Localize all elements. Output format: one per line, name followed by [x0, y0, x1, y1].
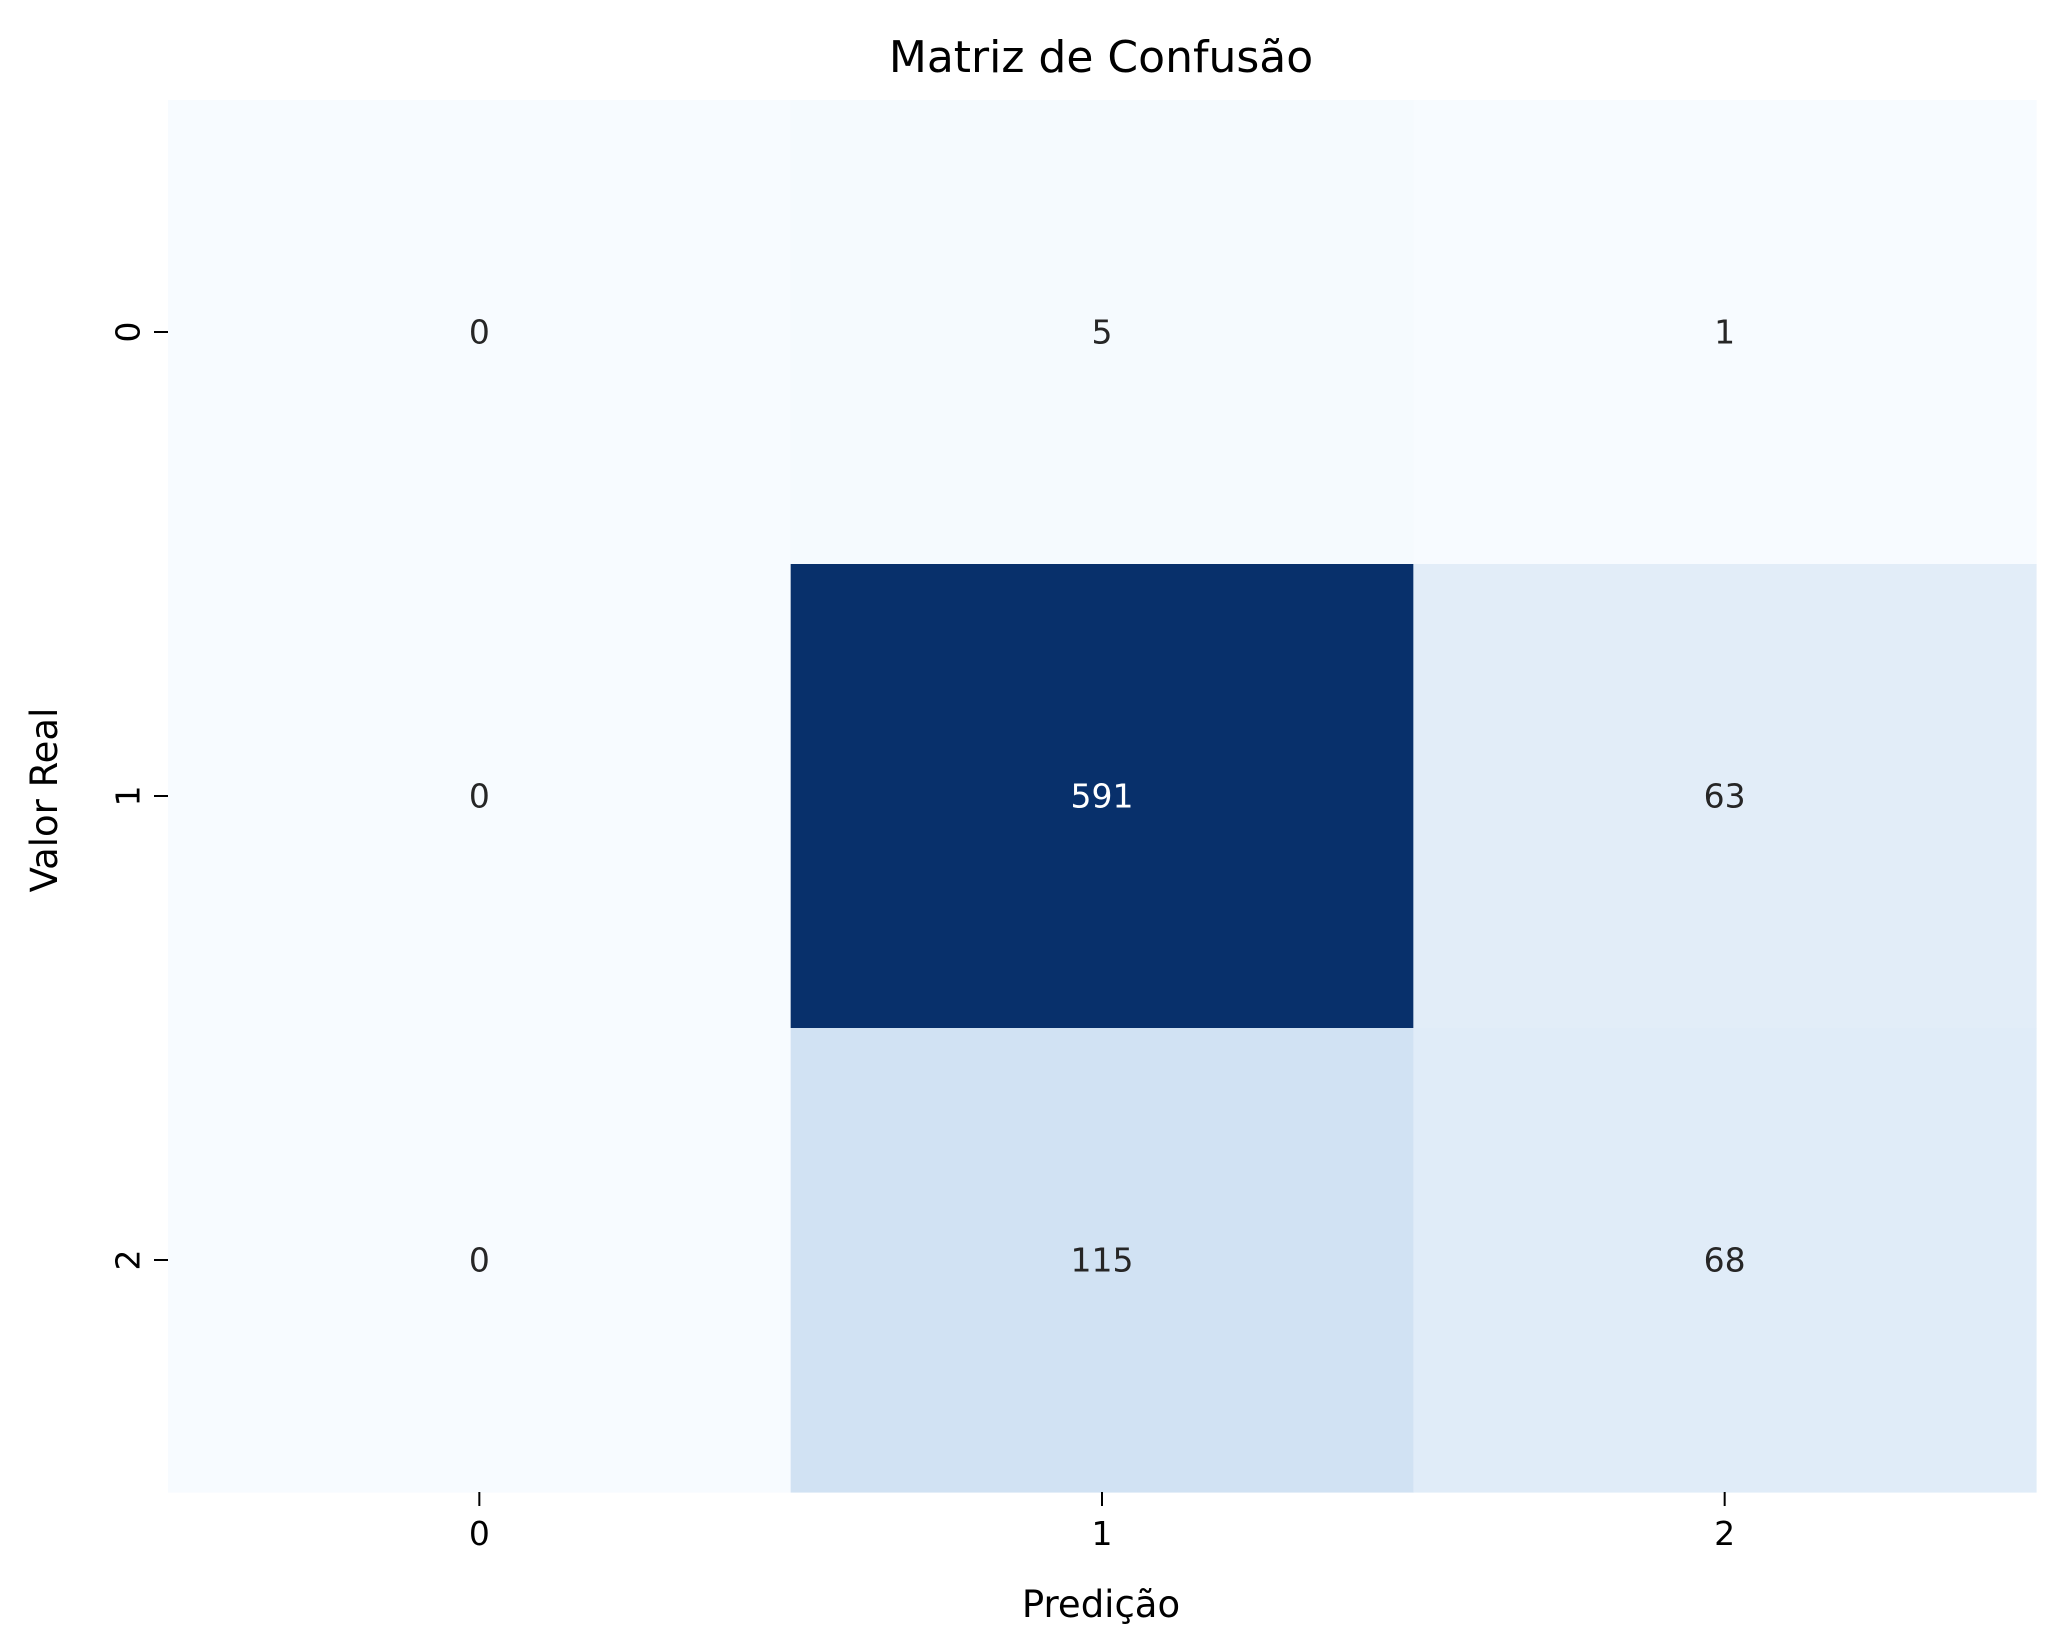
x-axis-ticks: 0 1 2	[469, 1492, 1735, 1553]
cell-value-2-2: 68	[1704, 1241, 1746, 1280]
heatmap-cell-0-0	[168, 100, 792, 565]
heatmap-cell-1-1	[790, 564, 1414, 1029]
y-axis-ticks: 0 1 2	[109, 322, 168, 1271]
x-tick-label-2: 2	[1714, 1514, 1735, 1553]
cell-value-0-0: 0	[469, 313, 490, 352]
heatmap-cell-0-2	[1413, 100, 2037, 565]
y-axis-label: Valor Real	[23, 708, 66, 893]
chart-title: Matriz de Confusão	[889, 32, 1313, 83]
heatmap-cell-2-2	[1413, 1028, 2037, 1493]
heatmap-cell-0-1	[790, 100, 1414, 565]
heatmap-cells	[168, 100, 2037, 1493]
cell-value-0-1: 5	[1092, 313, 1113, 352]
heatmap-cell-1-2	[1413, 564, 2037, 1029]
cell-value-1-1: 591	[1071, 777, 1134, 816]
x-tick-label-1: 1	[1092, 1514, 1113, 1553]
cell-value-0-2: 1	[1714, 313, 1735, 352]
cell-value-1-0: 0	[469, 777, 490, 816]
y-tick-label-0: 0	[109, 322, 148, 343]
cell-value-1-2: 63	[1704, 777, 1746, 816]
cell-value-2-1: 115	[1071, 1241, 1134, 1280]
heatmap-cell-1-0	[168, 564, 792, 1029]
heatmap-cell-2-1	[790, 1028, 1414, 1493]
x-axis-label: Predição	[1022, 1583, 1180, 1626]
y-tick-label-2: 2	[109, 1250, 148, 1271]
y-tick-label-1: 1	[109, 786, 148, 807]
x-tick-label-0: 0	[469, 1514, 490, 1553]
heatmap-cell-2-0	[168, 1028, 792, 1493]
cell-value-2-0: 0	[469, 1241, 490, 1280]
cell-annotations: 0 5 10 591 630 115 68	[469, 313, 1746, 1280]
